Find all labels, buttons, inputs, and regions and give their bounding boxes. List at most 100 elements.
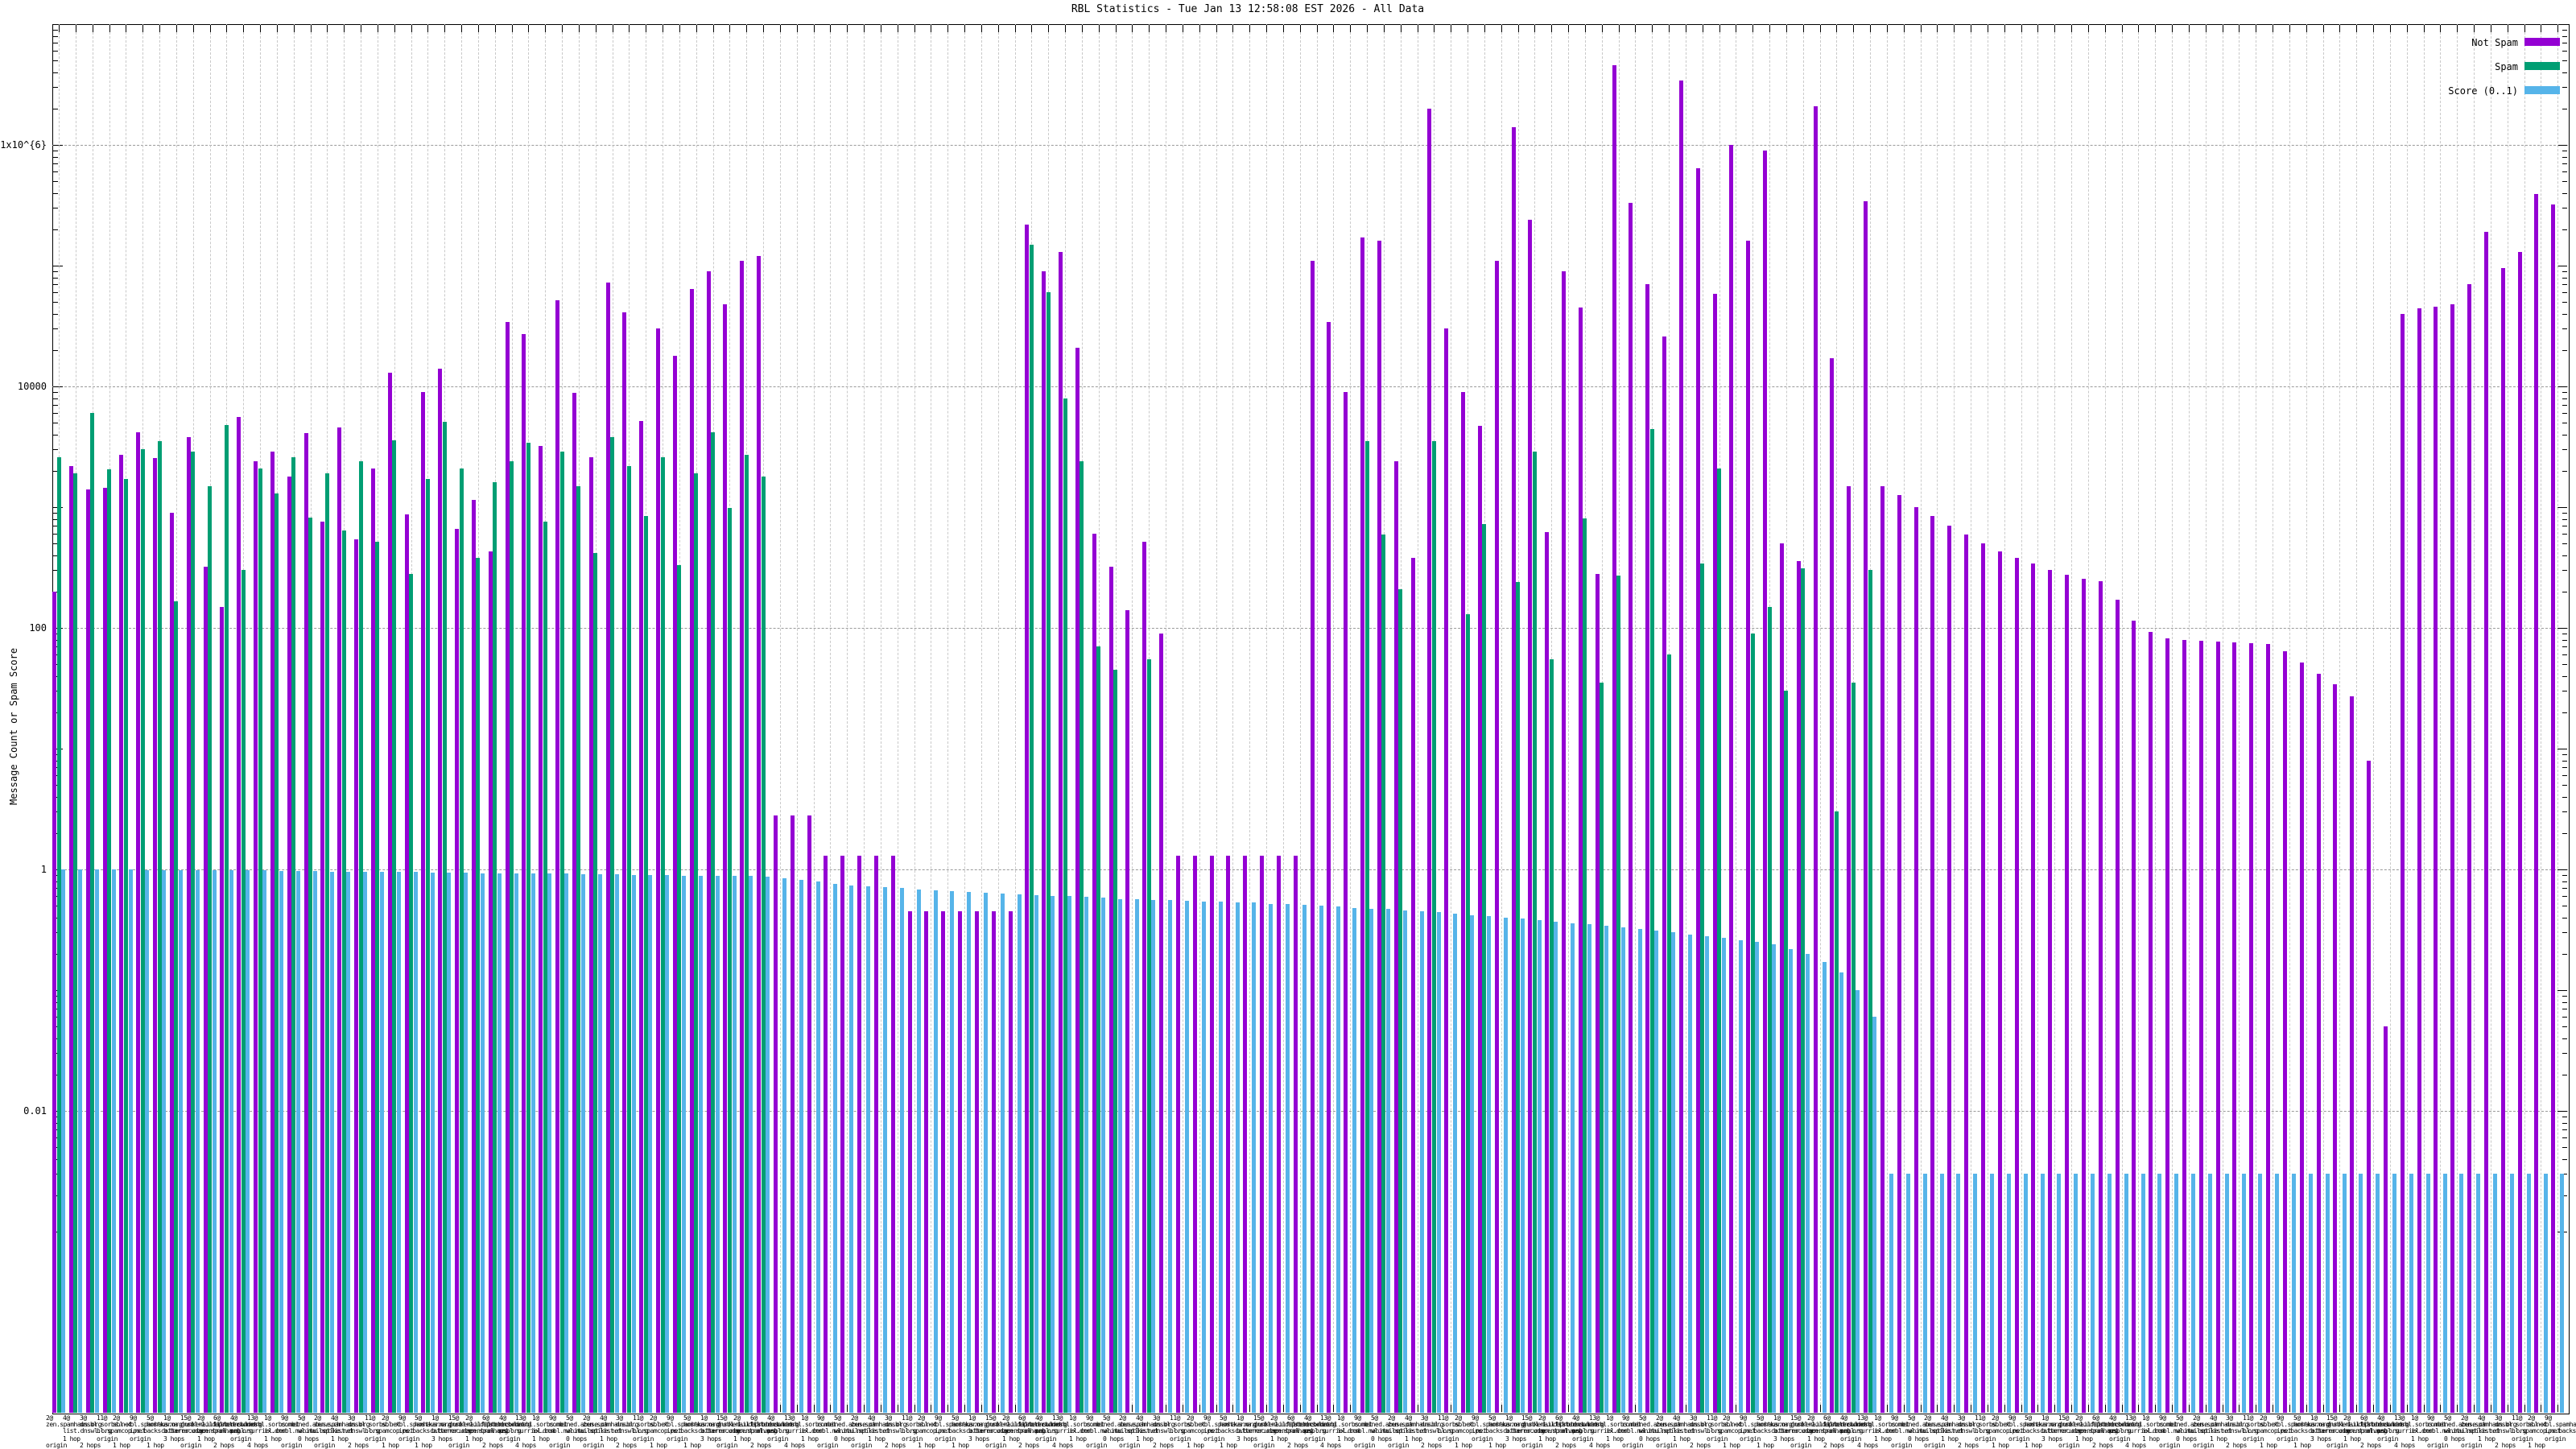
x-bottom-tick xyxy=(797,1405,798,1412)
bar-not-spam xyxy=(1394,461,1398,1413)
bar-spam xyxy=(1113,670,1117,1413)
x-label-count: 11@ xyxy=(1170,1414,1180,1422)
x-label-route: origin xyxy=(667,1435,687,1443)
bar-score xyxy=(2459,1174,2463,1413)
x-bottom-tick xyxy=(2037,1405,2038,1412)
x-top-tick xyxy=(427,25,428,32)
bar-score xyxy=(564,873,568,1413)
bar-score xyxy=(716,876,720,1413)
y-minor-tick xyxy=(2562,193,2567,194)
x-label-route: origin xyxy=(180,1442,201,1449)
x-label-host: list.dnswl.org xyxy=(600,1427,649,1435)
x-label-host: b.barracudacentral.org xyxy=(1505,1427,1582,1435)
bar-score xyxy=(1034,895,1038,1413)
bar-score xyxy=(2124,1174,2128,1413)
bar-not-spam xyxy=(2384,1026,2388,1413)
bar-score xyxy=(2292,1174,2296,1413)
x-label-count: 13@ xyxy=(247,1414,258,1422)
x-label-route: origin xyxy=(935,1435,956,1443)
x-label-count: 2@ xyxy=(1002,1414,1009,1422)
x-top-tick xyxy=(59,25,60,32)
grid-vline xyxy=(1501,24,1502,1413)
grid-vline xyxy=(2457,24,2458,1413)
x-label-count: 2@ xyxy=(650,1414,657,1422)
bar-not-spam xyxy=(2467,284,2471,1413)
grid-vline xyxy=(2356,24,2357,1413)
bar-score xyxy=(2275,1174,2279,1413)
bar-score xyxy=(129,869,133,1413)
x-label-host: bl.spamcop.net xyxy=(1707,1427,1756,1435)
x-top-tick xyxy=(528,25,529,32)
x-label-count: 3@ xyxy=(80,1414,87,1422)
x-label-route: 0 hops xyxy=(566,1435,587,1443)
y-minor-tick xyxy=(53,284,58,285)
x-label-count: 4@ xyxy=(1941,1414,1948,1422)
x-label-host: dnsbl-1.uceprotect.net xyxy=(1790,1421,1867,1428)
x-label-host: zen.spamhaus.org xyxy=(1119,1421,1175,1428)
bar-spam xyxy=(225,425,229,1413)
x-label-route: 1 hop xyxy=(868,1435,886,1443)
x-label-route: 4 hops xyxy=(1052,1442,1073,1449)
x-label-count: 2@ xyxy=(2193,1414,2200,1422)
bar-not-spam xyxy=(1444,328,1448,1413)
bar-not-spam xyxy=(1830,358,1834,1413)
bar-spam xyxy=(325,473,329,1413)
bar-score xyxy=(1185,901,1189,1413)
x-label-count: 9@ xyxy=(281,1414,288,1422)
bar-score xyxy=(497,873,502,1413)
bar-score xyxy=(1538,920,1542,1413)
x-label-host: b.barracudacentral.org xyxy=(2310,1427,2387,1435)
bar-not-spam xyxy=(1947,526,1951,1413)
x-label-host: bl.spamcop.net xyxy=(2512,1427,2561,1435)
bar-not-spam xyxy=(86,489,90,1413)
y-minor-tick xyxy=(2562,996,2567,997)
x-label-count: 15@ xyxy=(1521,1414,1532,1422)
x-label-count: 1@ xyxy=(431,1414,439,1422)
bar-score xyxy=(1470,915,1474,1413)
bar-not-spam xyxy=(740,261,744,1413)
bar-not-spam xyxy=(589,457,593,1413)
x-top-tick xyxy=(2323,25,2324,32)
x-label-route: origin xyxy=(1975,1435,1996,1443)
bar-not-spam xyxy=(1797,561,1801,1413)
bar-spam xyxy=(1466,614,1470,1413)
bar-score xyxy=(665,875,669,1413)
x-label-count: 9@ xyxy=(1472,1414,1479,1422)
x-label-host: zen.spamhaus.org xyxy=(2193,1421,2249,1428)
x-label-route: 1 hop xyxy=(600,1435,617,1443)
x-label-host: ips.backscatterer.org xyxy=(667,1427,740,1435)
grid-vline xyxy=(1954,24,1955,1413)
bar-score xyxy=(1604,926,1608,1413)
x-top-tick xyxy=(814,25,815,32)
x-label-count: 13@ xyxy=(1857,1414,1868,1422)
x-bottom-tick xyxy=(2155,1405,2156,1412)
bar-spam xyxy=(711,432,715,1413)
bar-not-spam xyxy=(1763,151,1767,1413)
x-label-count: 4@ xyxy=(1136,1414,1143,1422)
bar-score xyxy=(1889,1174,1893,1413)
x-bottom-tick xyxy=(1283,1405,1284,1412)
x-label-route: 1 hop xyxy=(1606,1435,1624,1443)
x-label-route: origin xyxy=(1740,1435,1761,1443)
y-minor-tick xyxy=(53,60,58,61)
bar-not-spam xyxy=(1528,220,1532,1413)
x-label-host: list.dnswl.org xyxy=(1673,1427,1722,1435)
y-minor-tick xyxy=(2562,797,2567,798)
bar-score xyxy=(61,869,65,1413)
bar-not-spam xyxy=(1596,574,1600,1413)
grid-vline xyxy=(2122,24,2123,1413)
y-minor-tick xyxy=(2562,918,2567,919)
y-minor-tick xyxy=(53,302,58,303)
bar-score xyxy=(2476,1174,2480,1413)
x-bottom-tick xyxy=(1954,1405,1955,1412)
x-bottom-tick xyxy=(1568,1405,1569,1412)
x-label-host: b.barracudacentral.org xyxy=(1773,1427,1850,1435)
bar-not-spam xyxy=(2367,761,2371,1413)
x-top-tick xyxy=(2339,25,2340,32)
grid-vline xyxy=(2021,24,2022,1413)
x-top-tick xyxy=(1082,25,1083,32)
x-label-count: 6@ xyxy=(750,1414,758,1422)
x-label-count: 15@ xyxy=(716,1414,727,1422)
x-label-host: dnsbl.sorbs.net xyxy=(1153,1421,1205,1428)
x-top-tick xyxy=(596,25,597,32)
